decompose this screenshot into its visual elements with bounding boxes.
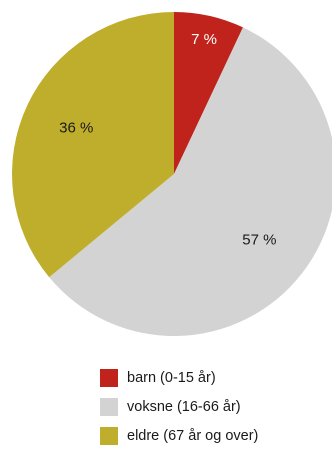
legend-swatch-2	[100, 427, 118, 445]
legend-label-0: barn (0-15 år)	[127, 370, 216, 386]
pie-slice-1	[49, 27, 332, 336]
pie-value-labels: 7 % 57 % 36 %	[59, 31, 276, 249]
pie-value-label-1: 57 %	[242, 232, 276, 249]
pie-slice-2	[12, 12, 175, 278]
pie-value-label-0: 7 %	[191, 31, 217, 48]
legend-swatch-0	[100, 369, 118, 387]
legend: barn (0-15 år) voksne (16-66 år) eldre (67…	[100, 369, 258, 445]
pie-slice-0	[174, 12, 243, 174]
legend-swatch-1	[100, 398, 118, 416]
legend-label-2: eldre (67 år og over)	[127, 428, 258, 444]
legend-label-1: voksne (16-66 år)	[127, 399, 241, 415]
pie-value-label-2: 36 %	[59, 120, 93, 137]
pie-slices	[12, 12, 332, 336]
